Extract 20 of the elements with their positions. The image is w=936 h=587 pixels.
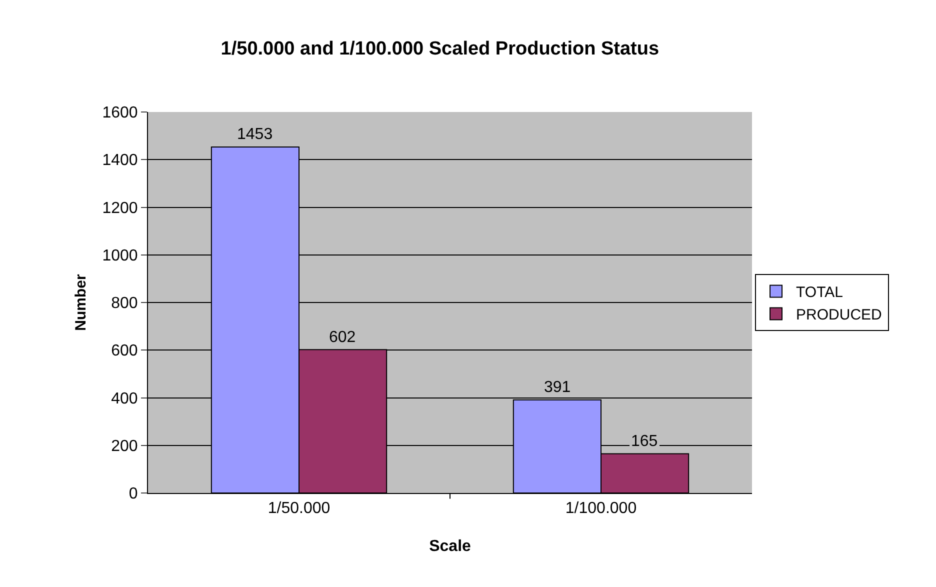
x-tick-label: 1/50.000: [268, 500, 330, 518]
legend-label: PRODUCED: [796, 306, 882, 324]
y-tick-label: 800: [111, 295, 138, 312]
y-tick-label: 1400: [102, 152, 138, 170]
y-tick-label: 200: [111, 438, 138, 455]
data-label: 1453: [237, 126, 273, 143]
x-tick-label: 1/100.000: [565, 500, 637, 518]
data-label: 602: [329, 329, 356, 346]
y-tick-label: 600: [111, 342, 138, 360]
y-tick-label: 0: [128, 486, 138, 503]
y-tick-label: 400: [111, 390, 138, 408]
data-label: 391: [544, 379, 571, 396]
x-axis-title: Scale: [429, 538, 472, 555]
data-label: 165: [631, 433, 658, 450]
y-tick-label: 1600: [102, 104, 138, 122]
chart-title: 1/50.000 and 1/100.000 Scaled Production Status: [220, 38, 660, 60]
y-tick-label: 1200: [102, 200, 138, 217]
y-axis-title: Number: [72, 274, 90, 331]
y-tick-label: 1000: [102, 247, 138, 264]
legend-label: TOTAL: [796, 284, 843, 302]
